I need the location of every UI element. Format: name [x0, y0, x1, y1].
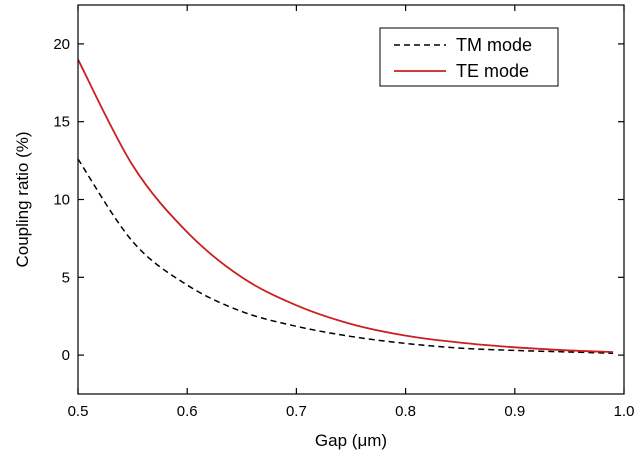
legend: TM mode TE mode [379, 27, 559, 87]
x-tick-label: 0.5 [68, 403, 89, 420]
y-tick-label: 15 [53, 114, 70, 131]
y-tick-label: 5 [62, 269, 70, 286]
series-line-tm-mode [78, 158, 614, 354]
y-tick-label: 10 [53, 192, 70, 209]
y-tick-label: 0 [62, 347, 70, 364]
y-tick-label: 20 [53, 36, 70, 53]
x-tick-label: 0.8 [395, 403, 416, 420]
x-tick-label: 1.0 [614, 403, 635, 420]
x-tick-label: 0.9 [504, 403, 525, 420]
legend-label: TE mode [456, 61, 529, 81]
x-axis-title: Gap (μm) [315, 431, 387, 450]
series-line-te-mode [78, 59, 614, 353]
x-tick-label: 0.6 [177, 403, 198, 420]
legend-box [379, 27, 559, 87]
y-axis-title: Coupling ratio (%) [13, 131, 32, 267]
legend-label: TM mode [456, 35, 532, 55]
axes: 0.5 0.6 0.7 0.8 0.9 1.0 0 5 10 15 20 [53, 4, 635, 420]
plot-area [78, 59, 614, 354]
x-tick-label: 0.7 [286, 403, 307, 420]
